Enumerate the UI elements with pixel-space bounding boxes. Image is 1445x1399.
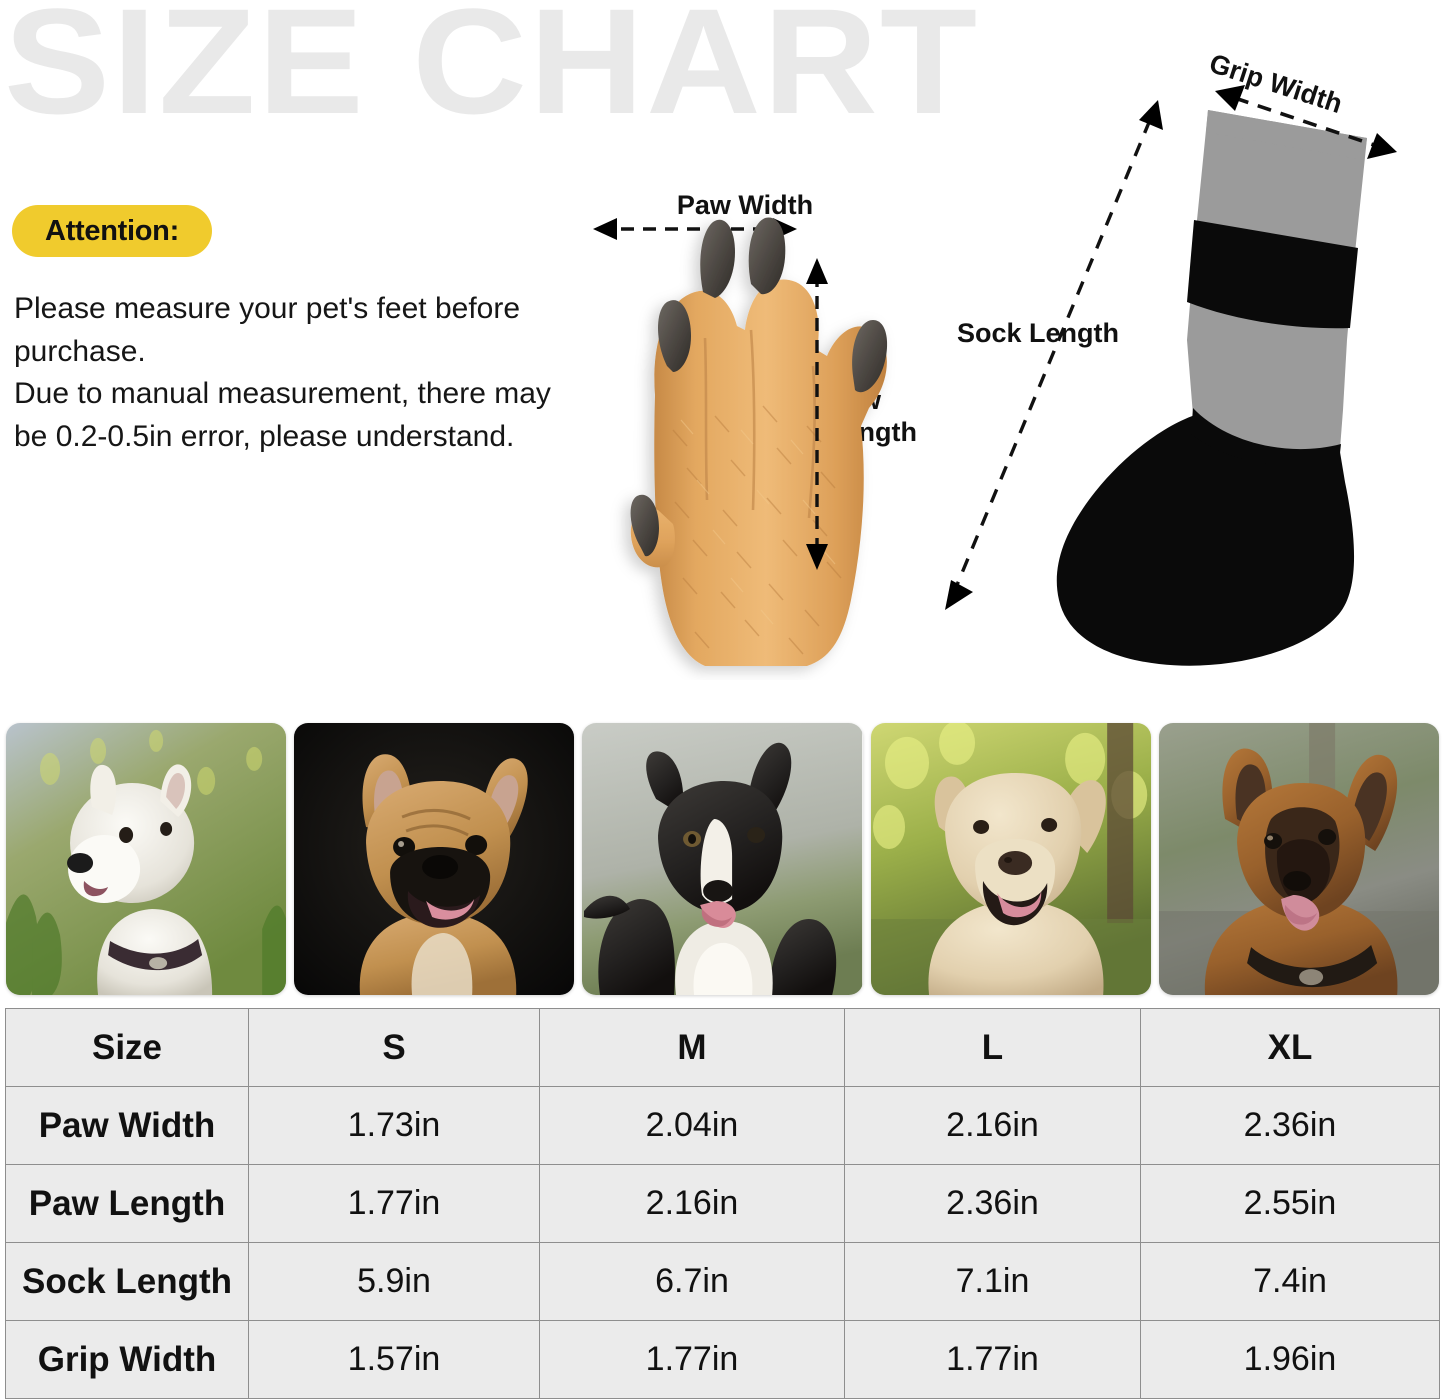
paw-image [630,217,888,666]
column-header-xl: XL [1140,1008,1440,1087]
table-row: Paw Length 1.77in 2.16in 2.36in 2.55in [5,1164,1440,1243]
column-header-size: Size [5,1008,249,1087]
cell-grip-width-m: 1.77in [539,1320,845,1399]
labrador-image [870,723,1151,995]
attention-badge-label: Attention: [45,214,179,247]
cell-paw-width-m: 2.04in [539,1086,845,1165]
grip-width-arrow [1215,85,1397,159]
cell-sock-length-l: 7.1in [844,1242,1141,1321]
paw-length-arrow [806,258,828,570]
cell-paw-length-s: 1.77in [248,1164,540,1243]
sock-measurement-figure: Grip Width Sock Length [915,10,1435,680]
attention-body-text: Please measure your pet's feet before pu… [14,292,551,453]
row-label-paw-width: Paw Width [5,1086,249,1165]
westie-image [6,723,287,995]
cell-grip-width-xl: 1.96in [1140,1320,1440,1399]
sock-image [1056,110,1367,666]
column-header-m: M [539,1008,845,1087]
table-row: Sock Length 5.9in 6.7in 7.1in 7.4in [5,1242,1440,1321]
sock-length-arrow [945,100,1163,610]
table-header-row: Size S M L XL [5,1008,1440,1087]
cell-sock-length-m: 6.7in [539,1242,845,1321]
row-label-paw-length: Paw Length [5,1164,249,1243]
paw-width-label: Paw Width [676,190,814,220]
cell-paw-width-l: 2.16in [844,1086,1141,1165]
paw-measurement-figure: Paw Width Paw Length [555,180,935,680]
row-label-grip-width: Grip Width [5,1320,249,1399]
cell-paw-length-xl: 2.55in [1140,1164,1440,1243]
cell-paw-width-s: 1.73in [248,1086,540,1165]
row-label-sock-length: Sock Length [5,1242,249,1321]
dog-photo-labrador-retriever[interactable] [870,723,1151,995]
dog-photo-strip [0,723,1445,995]
cell-paw-length-l: 2.36in [844,1164,1141,1243]
column-header-l: L [844,1008,1141,1087]
german-shepherd-image [1158,723,1440,995]
cell-paw-width-xl: 2.36in [1140,1086,1440,1165]
page-title: SIZE CHART [4,0,980,145]
dog-photo-west-highland-white-terrier[interactable] [6,723,287,995]
attention-badge: Attention: [12,205,212,257]
cell-grip-width-l: 1.77in [844,1320,1141,1399]
table-row: Grip Width 1.57in 1.77in 1.77in 1.96in [5,1320,1440,1399]
french-bulldog-image [294,723,575,995]
cell-sock-length-s: 5.9in [248,1242,540,1321]
table-row: Paw Width 1.73in 2.04in 2.16in 2.36in [5,1086,1440,1165]
paw-diagram-svg [593,217,888,666]
cell-sock-length-xl: 7.4in [1140,1242,1440,1321]
cell-paw-length-m: 2.16in [539,1164,845,1243]
cell-grip-width-s: 1.57in [248,1320,540,1399]
dog-photo-border-collie[interactable] [582,723,863,995]
dog-photo-german-shepherd[interactable] [1158,723,1440,995]
size-chart-table: Size S M L XL Paw Width 1.73in 2.04in 2.… [5,1008,1440,1399]
dog-photo-french-bulldog[interactable] [294,723,575,995]
border-collie-image [582,723,863,995]
column-header-s: S [248,1008,540,1087]
sock-diagram-svg [945,85,1397,666]
sock-length-label: Sock Length [957,318,1120,348]
